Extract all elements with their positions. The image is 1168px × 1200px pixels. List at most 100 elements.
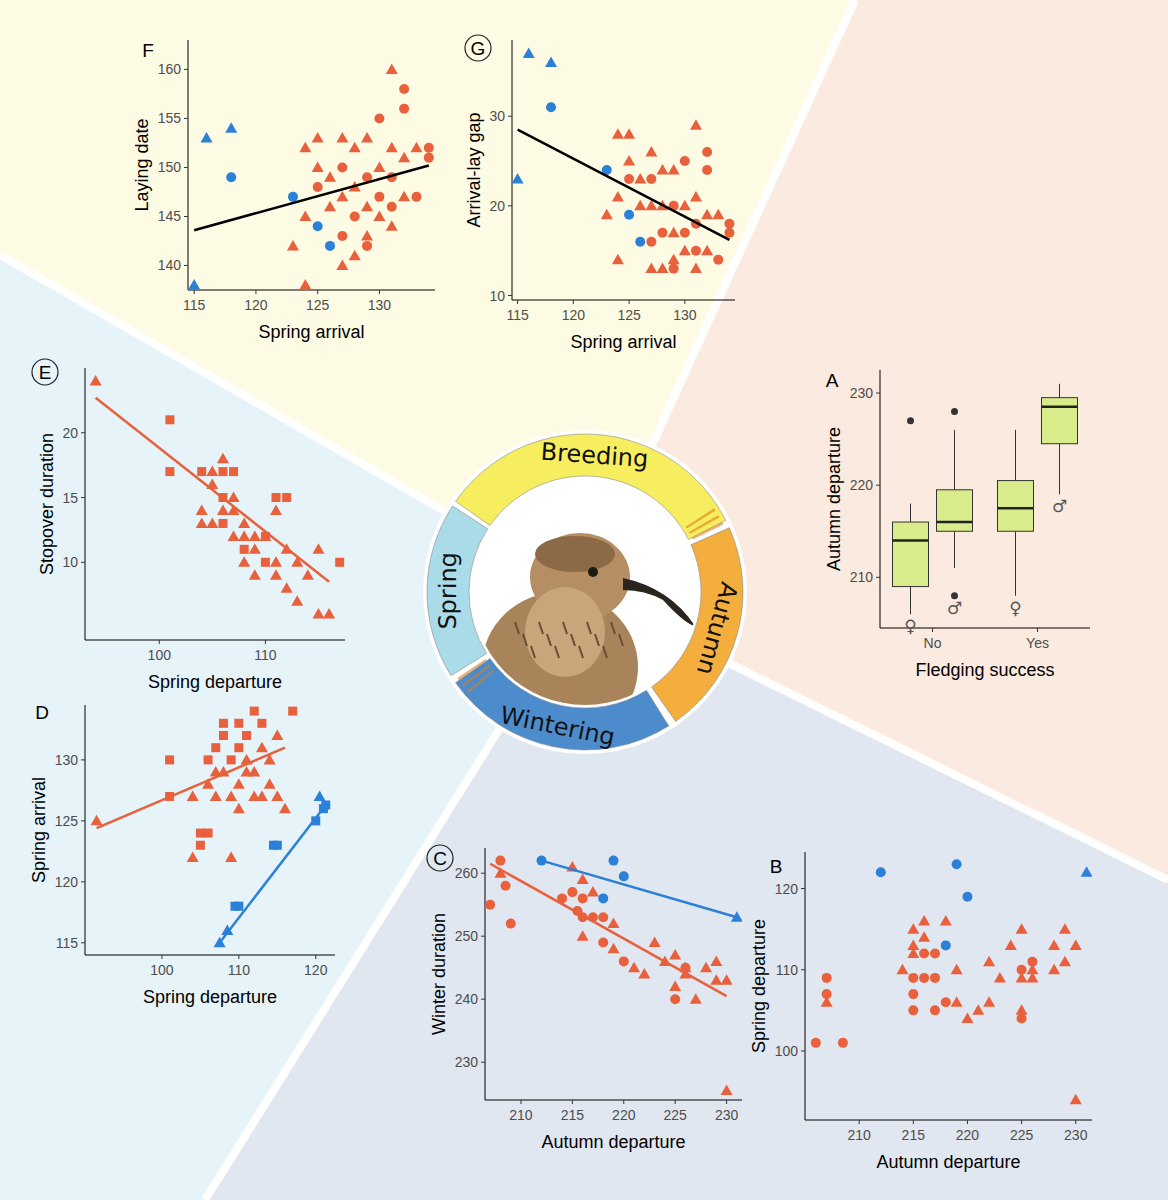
point bbox=[624, 210, 634, 220]
y-tick bbox=[481, 1062, 485, 1063]
y-tick-label: 30 bbox=[489, 108, 505, 124]
median bbox=[893, 539, 929, 542]
point bbox=[324, 201, 336, 212]
point bbox=[1017, 1013, 1027, 1023]
point bbox=[658, 228, 668, 238]
x-tick bbox=[379, 290, 380, 294]
point bbox=[546, 102, 556, 112]
point bbox=[634, 173, 646, 184]
y-tick-label: 250 bbox=[455, 928, 479, 944]
whisker bbox=[954, 430, 955, 490]
x-tick-label: 130 bbox=[368, 297, 392, 313]
box bbox=[893, 522, 929, 587]
point bbox=[411, 192, 421, 202]
point bbox=[234, 719, 243, 728]
point bbox=[256, 742, 268, 753]
point bbox=[386, 142, 398, 153]
y-tick bbox=[508, 116, 512, 117]
x-axis-title: Autumn departure bbox=[876, 1152, 1020, 1172]
point bbox=[325, 241, 335, 251]
point bbox=[690, 263, 702, 274]
point bbox=[668, 164, 680, 175]
y-tick bbox=[876, 393, 880, 394]
marks bbox=[188, 63, 434, 289]
point bbox=[335, 558, 344, 567]
point bbox=[197, 467, 206, 476]
point bbox=[702, 147, 712, 157]
point bbox=[690, 191, 702, 202]
y-tick-label: 230 bbox=[455, 1054, 479, 1070]
x-tick-label: 100 bbox=[150, 962, 174, 978]
x-tick-label: 125 bbox=[617, 307, 641, 323]
y-tick bbox=[81, 759, 85, 760]
point bbox=[724, 219, 734, 229]
x-tick-label: No bbox=[924, 635, 942, 651]
point bbox=[962, 892, 972, 902]
point bbox=[645, 263, 657, 274]
point bbox=[907, 939, 919, 950]
trend-line bbox=[194, 165, 429, 230]
point bbox=[361, 132, 373, 143]
x-tick-label: 220 bbox=[612, 1107, 636, 1123]
letter-circle bbox=[32, 359, 58, 385]
x-axis bbox=[188, 290, 435, 291]
point bbox=[188, 279, 200, 290]
marks bbox=[91, 707, 331, 948]
y-tick-label: 160 bbox=[158, 61, 182, 77]
point bbox=[495, 856, 505, 866]
bird-streak bbox=[555, 646, 559, 658]
x-tick bbox=[1021, 1120, 1022, 1124]
point bbox=[1070, 939, 1082, 950]
point bbox=[249, 543, 261, 554]
point bbox=[399, 104, 409, 114]
point bbox=[918, 931, 930, 942]
x-tick-label: 115 bbox=[506, 307, 529, 323]
y-tick bbox=[184, 167, 188, 168]
bird-streak bbox=[603, 646, 607, 658]
y-tick bbox=[508, 205, 512, 206]
y-tick-label: 125 bbox=[55, 813, 79, 829]
point bbox=[312, 608, 324, 619]
point bbox=[227, 755, 236, 764]
point bbox=[601, 209, 613, 220]
y-tick-label: 20 bbox=[489, 198, 505, 214]
point bbox=[374, 113, 384, 123]
bird bbox=[472, 479, 698, 742]
point bbox=[822, 973, 832, 983]
bird-crown bbox=[535, 536, 615, 572]
point bbox=[196, 829, 205, 838]
y-axis bbox=[85, 368, 86, 640]
panel-label: D bbox=[35, 702, 49, 723]
point bbox=[242, 731, 251, 740]
point bbox=[961, 1012, 973, 1023]
point bbox=[608, 918, 620, 929]
stage-label: Breeding bbox=[540, 438, 649, 473]
point bbox=[373, 210, 385, 221]
y-axis-title: Spring arrival bbox=[29, 777, 49, 883]
x-tick-label: 215 bbox=[561, 1107, 585, 1123]
ring-backdrop bbox=[423, 430, 747, 754]
point bbox=[930, 973, 940, 983]
point bbox=[410, 142, 422, 153]
trend-line bbox=[97, 748, 285, 828]
point bbox=[238, 530, 250, 541]
x-tick-label: 120 bbox=[244, 297, 268, 313]
point bbox=[1048, 939, 1060, 950]
point bbox=[398, 191, 410, 202]
y-axis bbox=[85, 705, 86, 955]
point bbox=[1048, 964, 1060, 975]
point bbox=[679, 245, 691, 256]
point bbox=[713, 255, 723, 265]
point bbox=[165, 467, 174, 476]
point bbox=[424, 153, 434, 163]
point bbox=[337, 231, 347, 241]
point bbox=[271, 729, 283, 740]
point bbox=[1005, 939, 1017, 950]
point bbox=[288, 192, 298, 202]
point bbox=[248, 790, 260, 801]
point bbox=[399, 84, 409, 94]
outlier bbox=[951, 408, 958, 415]
point bbox=[312, 132, 324, 143]
x-tick bbox=[623, 1100, 624, 1104]
point bbox=[272, 493, 281, 502]
